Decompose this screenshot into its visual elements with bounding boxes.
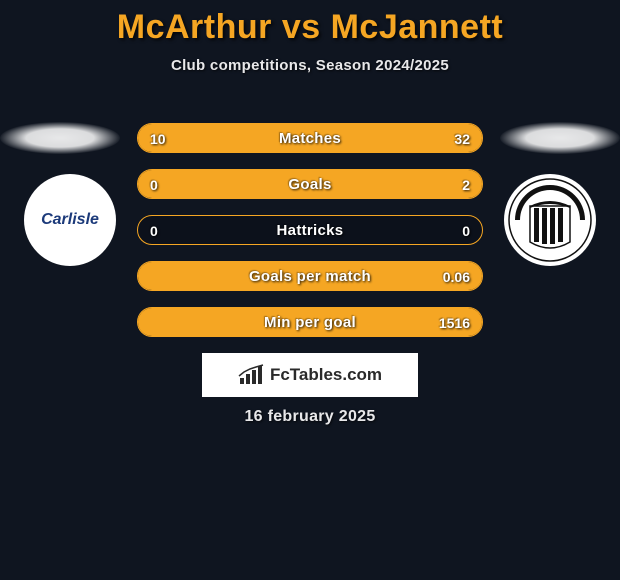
stat-label: Goals per match [138, 262, 482, 291]
date-text: 16 february 2025 [0, 408, 620, 426]
player-halo-right [500, 122, 620, 154]
stats-container: 10 Matches 32 0 Goals 2 0 Hattricks 0 Go… [137, 123, 483, 353]
stat-label: Matches [138, 124, 482, 153]
stat-row-goals: 0 Goals 2 [137, 169, 483, 199]
stat-row-hattricks: 0 Hattricks 0 [137, 215, 483, 245]
grimsby-logo-icon [508, 178, 592, 262]
club-logo-right [504, 174, 596, 266]
stat-row-matches: 10 Matches 32 [137, 123, 483, 153]
brand-text: FcTables.com [270, 365, 382, 385]
stat-value-right: 0 [462, 216, 470, 245]
stat-value-right: 32 [454, 124, 470, 153]
brand-badge: FcTables.com [202, 353, 418, 397]
stat-label: Goals [138, 170, 482, 199]
page-title: McArthur vs McJannett [0, 0, 620, 47]
player-halo-left [0, 122, 120, 154]
stat-value-right: 2 [462, 170, 470, 199]
stat-row-goals-per-match: Goals per match 0.06 [137, 261, 483, 291]
club-logo-left: Carlisle [24, 174, 116, 266]
stat-value-right: 1516 [439, 308, 470, 337]
subtitle: Club competitions, Season 2024/2025 [0, 57, 620, 74]
stat-label: Min per goal [138, 308, 482, 337]
stat-label: Hattricks [138, 216, 482, 245]
stat-row-min-per-goal: Min per goal 1516 [137, 307, 483, 337]
brand-chart-icon [238, 364, 264, 386]
stat-value-right: 0.06 [443, 262, 470, 291]
carlisle-logo-text: Carlisle [41, 211, 99, 229]
